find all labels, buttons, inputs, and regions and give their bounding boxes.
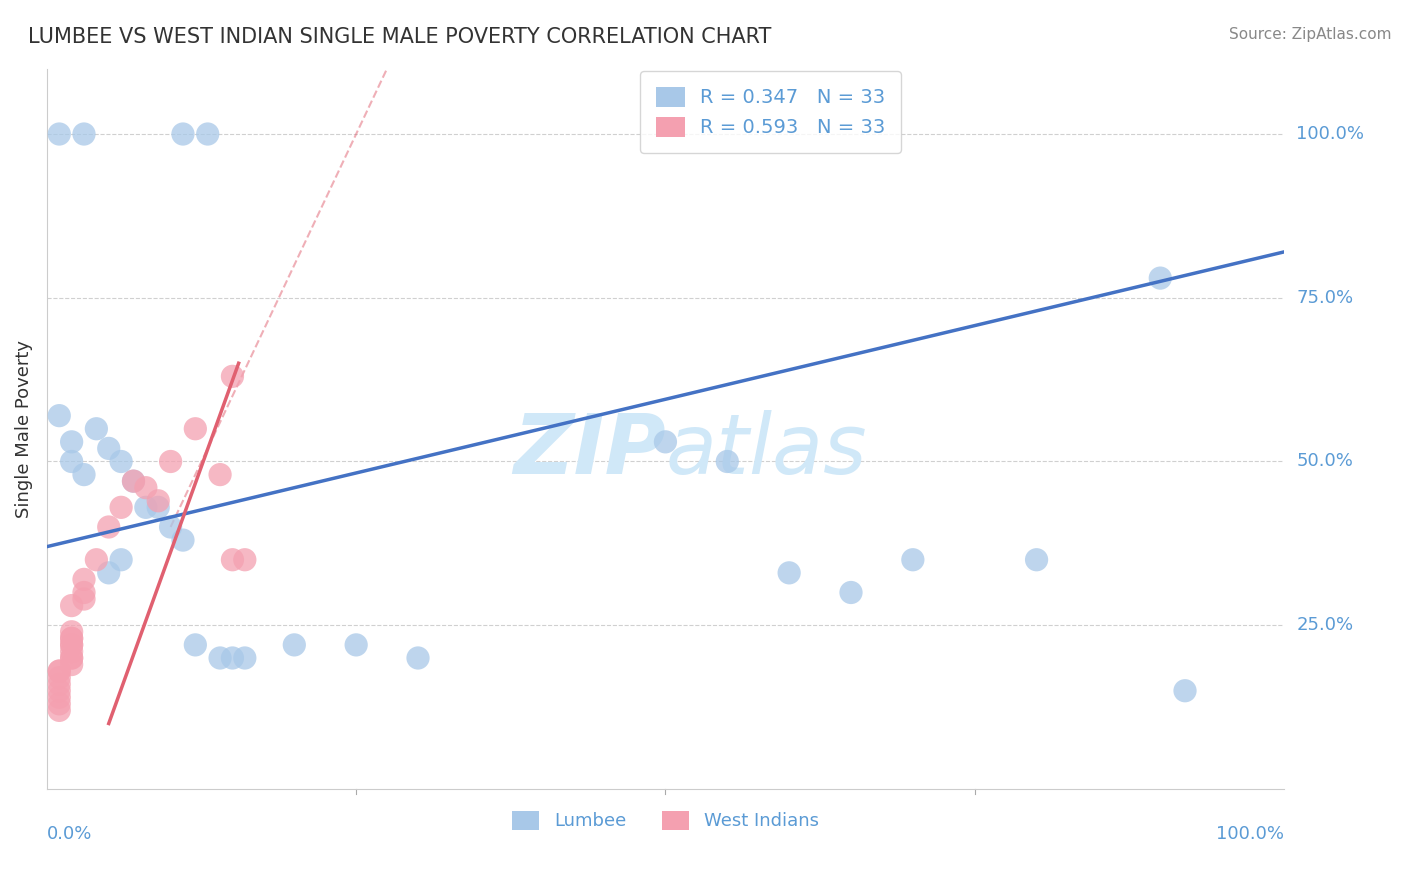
Point [122, 474, 145, 488]
Point [135, 500, 157, 515]
Point [60, 599, 83, 613]
Point [209, 467, 232, 482]
Point [406, 651, 429, 665]
Point [86, 422, 108, 436]
Point [1149, 271, 1171, 285]
Point [48, 664, 70, 678]
Point [97, 520, 120, 534]
Point [97, 442, 120, 456]
Text: atlas: atlas [665, 409, 868, 491]
Point [110, 454, 132, 468]
Point [221, 369, 243, 384]
Text: ZIP: ZIP [513, 409, 665, 491]
Point [159, 454, 181, 468]
Point [48, 127, 70, 141]
Point [48, 697, 70, 711]
Legend: Lumbee, West Indians: Lumbee, West Indians [505, 804, 825, 838]
Text: 100.0%: 100.0% [1216, 825, 1284, 843]
Point [48, 683, 70, 698]
Point [184, 638, 207, 652]
Point [60, 651, 83, 665]
Point [1174, 683, 1197, 698]
Point [221, 651, 243, 665]
Point [122, 474, 145, 488]
Point [654, 434, 676, 449]
Text: 75.0%: 75.0% [1296, 289, 1354, 307]
Point [172, 533, 194, 547]
Point [73, 585, 96, 599]
Text: LUMBEE VS WEST INDIAN SINGLE MALE POVERTY CORRELATION CHART: LUMBEE VS WEST INDIAN SINGLE MALE POVERT… [28, 27, 772, 46]
Point [283, 638, 305, 652]
Y-axis label: Single Male Poverty: Single Male Poverty [15, 340, 32, 517]
Text: 25.0%: 25.0% [1296, 616, 1354, 634]
Point [148, 500, 170, 515]
Point [73, 467, 96, 482]
Text: 0.0%: 0.0% [46, 825, 93, 843]
Point [172, 127, 194, 141]
Point [778, 566, 800, 580]
Point [184, 422, 207, 436]
Text: Source: ZipAtlas.com: Source: ZipAtlas.com [1229, 27, 1392, 42]
Point [60, 434, 83, 449]
Point [97, 566, 120, 580]
Text: 50.0%: 50.0% [1296, 452, 1353, 470]
Point [48, 690, 70, 705]
Point [197, 127, 219, 141]
Point [209, 651, 232, 665]
Point [716, 454, 738, 468]
Point [60, 657, 83, 672]
Point [60, 638, 83, 652]
Point [48, 664, 70, 678]
Point [159, 520, 181, 534]
Point [60, 644, 83, 658]
Point [60, 624, 83, 639]
Point [60, 454, 83, 468]
Point [60, 632, 83, 646]
Point [73, 127, 96, 141]
Point [221, 553, 243, 567]
Point [110, 553, 132, 567]
Point [48, 409, 70, 423]
Point [233, 553, 256, 567]
Point [110, 500, 132, 515]
Point [86, 553, 108, 567]
Point [48, 677, 70, 691]
Point [60, 651, 83, 665]
Point [60, 638, 83, 652]
Point [839, 585, 862, 599]
Point [135, 481, 157, 495]
Point [901, 553, 924, 567]
Point [48, 671, 70, 685]
Point [48, 703, 70, 717]
Text: 100.0%: 100.0% [1296, 125, 1364, 143]
Point [148, 493, 170, 508]
Point [73, 592, 96, 607]
Point [233, 651, 256, 665]
Point [344, 638, 367, 652]
Point [1025, 553, 1047, 567]
Point [73, 573, 96, 587]
Point [60, 632, 83, 646]
